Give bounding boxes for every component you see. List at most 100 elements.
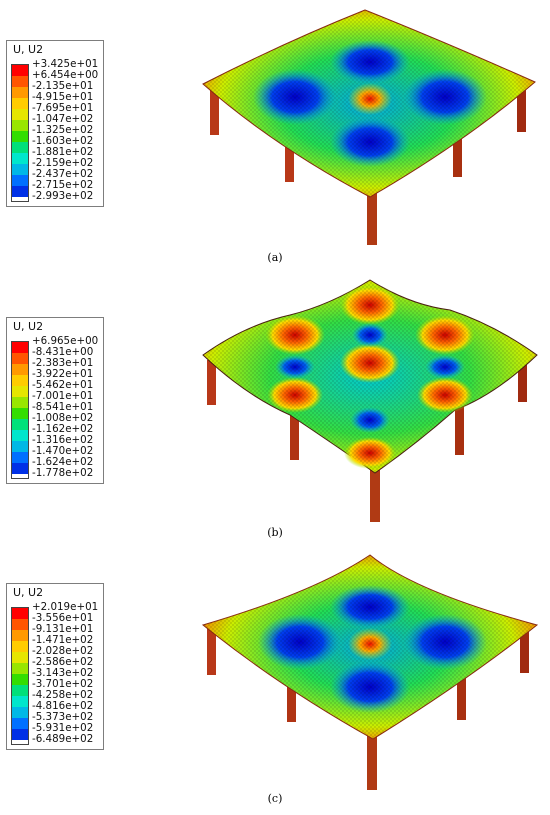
swatch — [12, 397, 28, 408]
swatch — [12, 186, 28, 197]
swatch — [12, 608, 28, 619]
swatch — [12, 718, 28, 729]
swatch — [12, 109, 28, 120]
swatch — [12, 729, 28, 740]
legend-title: U, U2 — [13, 320, 44, 333]
swatch — [12, 408, 28, 419]
legend-title: U, U2 — [13, 586, 44, 599]
color-scale — [11, 607, 29, 745]
legend-value: -1.471e+02 — [32, 634, 94, 646]
legend-value: -3.922e+01 — [32, 368, 94, 380]
swatch — [12, 386, 28, 397]
legend-value: -1.162e+02 — [32, 423, 94, 435]
swatch — [12, 65, 28, 76]
swatch — [12, 430, 28, 441]
swatch — [12, 342, 28, 353]
column — [290, 400, 299, 460]
legend-value: -8.431e+00 — [32, 346, 94, 358]
color-scale — [11, 64, 29, 202]
legend-value: -2.159e+02 — [32, 157, 94, 169]
legend-value: -4.915e+01 — [32, 91, 94, 103]
legend-value: -6.489e+02 — [32, 733, 94, 745]
swatch — [12, 641, 28, 652]
color-scale — [11, 341, 29, 479]
swatch — [12, 364, 28, 375]
legend-value: -1.778e+02 — [32, 467, 94, 479]
swatch — [12, 153, 28, 164]
swatch — [12, 142, 28, 153]
swatch — [12, 452, 28, 463]
swatch — [12, 685, 28, 696]
legend-value: -3.143e+02 — [32, 667, 94, 679]
legend-a: U, U2 +3.425e+01 +6.454e+00 -2.135e+01 — [6, 40, 105, 207]
legend-value: +6.454e+00 — [32, 69, 99, 81]
deformed-slab-plot-c — [201, 554, 539, 790]
swatch — [12, 707, 28, 718]
swatch — [12, 131, 28, 142]
legend-value: -1.047e+02 — [32, 113, 94, 125]
legend-value: -5.462e+01 — [32, 379, 94, 391]
column — [287, 667, 296, 722]
legend-value: -2.383e+01 — [32, 357, 94, 369]
legend-value: -8.541e+01 — [32, 401, 94, 413]
swatch — [12, 175, 28, 186]
legend-value: -1.325e+02 — [32, 124, 94, 136]
swatch — [12, 441, 28, 452]
swatch — [12, 674, 28, 685]
legend-value: -2.993e+02 — [32, 190, 94, 202]
legend-b: U, U2 +6.965e+00 -8.431e+00 -2.383e+01 — [6, 317, 105, 484]
legend-value: -9.131e+01 — [32, 623, 94, 635]
legend-value: -3.701e+02 — [32, 678, 94, 690]
legend-title: U, U2 — [13, 43, 44, 56]
legend-value: +6.965e+00 — [32, 335, 99, 347]
caption-c: (c) — [267, 792, 283, 805]
legend-value: +3.425e+01 — [32, 58, 99, 70]
swatch — [12, 463, 28, 474]
panel-b: U, U2 +6.965e+00 -8.431e+00 -2.383e+01 — [0, 270, 550, 545]
column — [207, 360, 216, 405]
legend-value: -1.316e+02 — [32, 434, 94, 446]
column — [520, 625, 529, 673]
column — [367, 732, 377, 790]
legend-value: -7.001e+01 — [32, 390, 94, 402]
panel-a: U, U2 +3.425e+01 +6.454e+00 -2.135e+01 — [0, 0, 550, 270]
swatch — [12, 76, 28, 87]
legend-values: +2.019e+01 -3.556e+01 -9.131e+01 -1.471e… — [32, 602, 98, 745]
column — [517, 84, 526, 132]
swatch — [12, 419, 28, 430]
legend-value: -4.816e+02 — [32, 700, 94, 712]
caption-a: (a) — [267, 251, 283, 264]
swatch — [12, 120, 28, 131]
legend-value: -4.258e+02 — [32, 689, 94, 701]
legend-value: -1.470e+02 — [32, 445, 94, 457]
legend-value: -1.603e+02 — [32, 135, 94, 147]
legend-value: -1.881e+02 — [32, 146, 94, 158]
legend-value: -2.135e+01 — [32, 80, 94, 92]
swatch — [12, 696, 28, 707]
legend-value: -2.715e+02 — [32, 179, 94, 191]
column — [457, 665, 466, 720]
swatch — [12, 630, 28, 641]
deformed-slab-plot-b — [202, 279, 538, 522]
legend-value: -5.931e+02 — [32, 722, 94, 734]
column — [210, 90, 219, 135]
legend-value: +2.019e+01 — [32, 601, 99, 613]
legend-value: -7.695e+01 — [32, 102, 94, 114]
legend-value: -2.437e+02 — [32, 168, 94, 180]
column — [455, 400, 464, 455]
legend-values: +6.965e+00 -8.431e+00 -2.383e+01 -3.922e… — [32, 336, 98, 479]
legend-value: -1.008e+02 — [32, 412, 94, 424]
column — [453, 117, 462, 177]
caption-b: (b) — [267, 526, 283, 539]
legend-value: -2.028e+02 — [32, 645, 94, 657]
column — [370, 470, 380, 522]
swatch — [12, 652, 28, 663]
swatch — [12, 164, 28, 175]
swatch — [12, 353, 28, 364]
legend-values: +3.425e+01 +6.454e+00 -2.135e+01 -4.915e… — [32, 59, 98, 202]
swatch — [12, 663, 28, 674]
legend-value: -1.624e+02 — [32, 456, 94, 468]
swatch — [12, 619, 28, 630]
legend-value: -3.556e+01 — [32, 612, 94, 624]
column — [285, 122, 294, 182]
